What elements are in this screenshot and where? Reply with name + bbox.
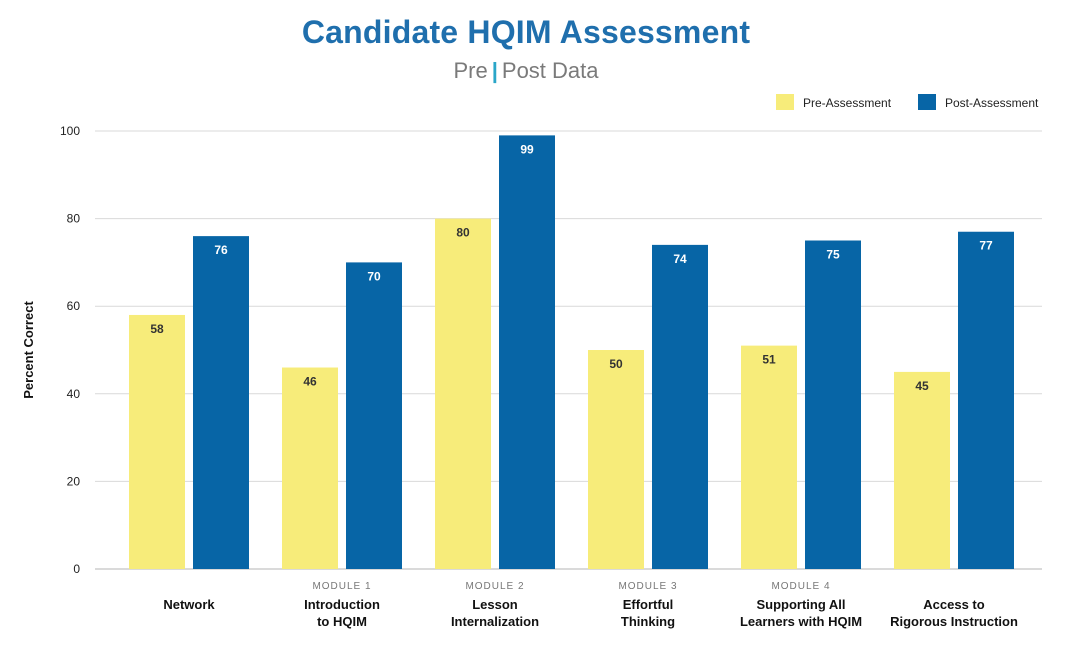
category-label: Effortful — [623, 597, 674, 612]
y-tick-label: 0 — [73, 562, 80, 576]
bar-post-assessment — [499, 135, 555, 569]
category-label: Learners with HQIM — [740, 614, 862, 629]
category-label: Internalization — [451, 614, 539, 629]
bar-post-assessment — [805, 240, 861, 569]
subtitle-post: Post Data — [501, 58, 599, 83]
y-tick-label: 100 — [60, 124, 80, 138]
data-label: 99 — [520, 142, 534, 156]
category-label: Introduction — [304, 597, 380, 612]
module-label: MODULE 2 — [465, 581, 524, 592]
category-label: Access to — [923, 597, 984, 612]
bar-pre-assessment — [129, 314, 185, 569]
module-label: MODULE 1 — [312, 581, 371, 592]
bar-pre-assessment — [435, 218, 491, 569]
category-label: Rigorous Instruction — [890, 614, 1018, 629]
y-tick-label: 80 — [67, 212, 81, 226]
category-label: Lesson — [472, 597, 518, 612]
data-label: 74 — [673, 252, 687, 266]
category-label: Supporting All — [756, 597, 845, 612]
legend-swatch — [776, 94, 794, 110]
legend-label: Post-Assessment — [945, 96, 1039, 110]
y-tick-label: 40 — [67, 387, 81, 401]
data-label: 45 — [915, 379, 929, 393]
subtitle-pre: Pre — [453, 58, 488, 83]
data-label: 75 — [826, 248, 840, 262]
module-label: MODULE 4 — [771, 581, 830, 592]
y-axis-label: Percent Correct — [21, 301, 36, 399]
category-label: to HQIM — [317, 614, 367, 629]
chart-subtitle: Pre | Post Data — [0, 58, 1052, 84]
bar-post-assessment — [346, 262, 402, 569]
bar-pre-assessment — [894, 371, 950, 569]
data-label: 58 — [150, 322, 164, 336]
data-label: 70 — [367, 269, 381, 283]
legend-swatch — [918, 94, 936, 110]
bar-post-assessment — [958, 231, 1014, 570]
category-label: Network — [163, 597, 215, 612]
data-label: 51 — [762, 353, 776, 367]
data-label: 80 — [456, 226, 470, 240]
chart-title: Candidate HQIM Assessment — [301, 14, 751, 50]
bar-post-assessment — [193, 236, 249, 569]
y-tick-label: 60 — [67, 299, 81, 313]
bar-pre-assessment — [741, 345, 797, 569]
y-tick-label: 20 — [67, 474, 81, 488]
legend-label: Pre-Assessment — [803, 96, 892, 110]
data-label: 46 — [303, 375, 317, 389]
bar-post-assessment — [652, 244, 708, 569]
data-label: 76 — [214, 243, 228, 257]
module-label: MODULE 3 — [618, 581, 677, 592]
bar-pre-assessment — [588, 350, 644, 569]
data-label: 50 — [609, 357, 623, 371]
bar-pre-assessment — [282, 367, 338, 569]
category-label: Thinking — [621, 614, 675, 629]
subtitle-separator: | — [491, 58, 498, 83]
data-label: 77 — [979, 239, 993, 253]
